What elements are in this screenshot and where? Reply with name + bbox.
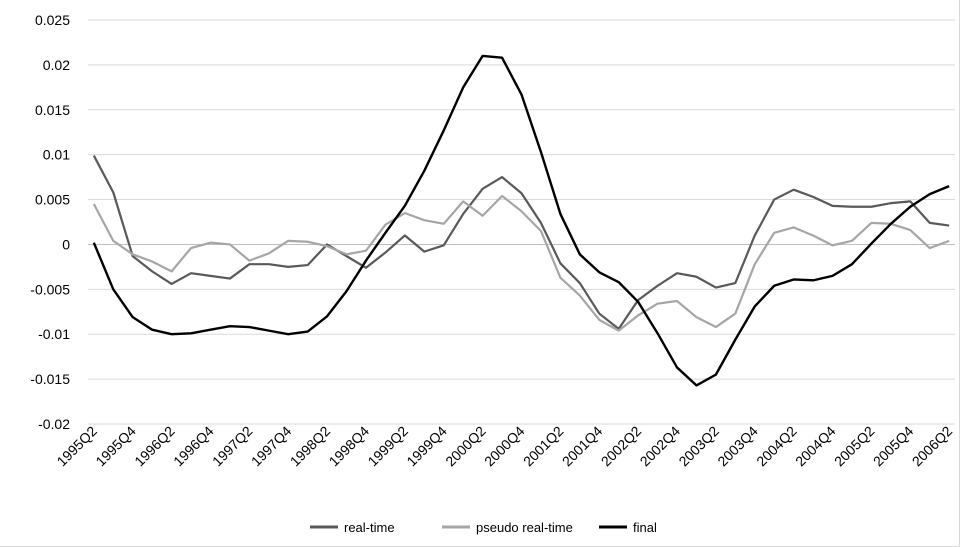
y-tick-label: -0.01 (38, 326, 70, 342)
y-tick-label: -0.015 (30, 371, 70, 387)
x-tick-label: 2002Q4 (637, 423, 684, 470)
x-axis-tick-labels: 1995Q21995Q41996Q21996Q41997Q21997Q41998… (53, 423, 955, 470)
x-tick-label: 1996Q2 (131, 423, 178, 470)
x-tick-label: 2006Q2 (909, 423, 956, 470)
x-tick-label: 2000Q2 (442, 423, 489, 470)
series-lines (92, 54, 950, 387)
series-line (92, 155, 950, 330)
y-tick-label: 0.02 (43, 57, 70, 73)
y-tick-label: -0.005 (30, 281, 70, 297)
series-pseudo-real-time (92, 194, 950, 332)
y-tick-label: 0 (62, 236, 70, 252)
legend-item: pseudo real-time (442, 520, 573, 535)
legend-label: final (633, 520, 657, 535)
legend-item: real-time (310, 520, 395, 535)
x-tick-label: 2000Q4 (481, 423, 528, 470)
legend: real-time pseudo real-time final (310, 520, 657, 535)
x-tick-label: 2003Q2 (675, 423, 722, 470)
x-tick-label: 2003Q4 (714, 423, 761, 470)
y-axis-tick-labels: 0.025 0.02 0.015 0.01 0.005 0 -0.005 -0.01 -0.01… (30, 12, 70, 432)
y-tick-label: 0.01 (43, 147, 70, 163)
x-tick-label: 2002Q2 (598, 423, 645, 470)
legend-label: pseudo real-time (476, 520, 573, 535)
x-tick-label: 2005Q4 (870, 423, 917, 470)
x-tick-label: 1999Q2 (364, 423, 411, 470)
x-tick-label: 1997Q4 (248, 423, 295, 470)
x-tick-label: 2005Q2 (831, 423, 878, 470)
x-tick-label: 1998Q2 (287, 423, 334, 470)
gridlines (88, 19, 955, 425)
x-tick-label: 1998Q4 (326, 423, 373, 470)
y-tick-label: 0.015 (35, 102, 70, 118)
y-tick-label: 0.005 (35, 192, 70, 208)
x-tick-label: 2004Q4 (792, 423, 839, 470)
x-tick-label: 1997Q2 (209, 423, 256, 470)
x-tick-label: 1995Q4 (92, 423, 139, 470)
series-final (92, 54, 950, 387)
x-tick-label: 1996Q4 (170, 423, 217, 470)
series-line (92, 54, 950, 387)
series-real-time (92, 155, 950, 330)
y-tick-label: 0.025 (35, 12, 70, 28)
series-line (92, 194, 950, 332)
x-tick-label: 1999Q4 (403, 423, 450, 470)
legend-label: real-time (344, 520, 395, 535)
y-tick-label: -0.02 (38, 416, 70, 432)
x-tick-label: 2001Q2 (520, 423, 567, 470)
x-tick-label: 2001Q4 (559, 423, 606, 470)
legend-item: final (599, 520, 657, 535)
x-tick-label: 2004Q2 (753, 423, 800, 470)
